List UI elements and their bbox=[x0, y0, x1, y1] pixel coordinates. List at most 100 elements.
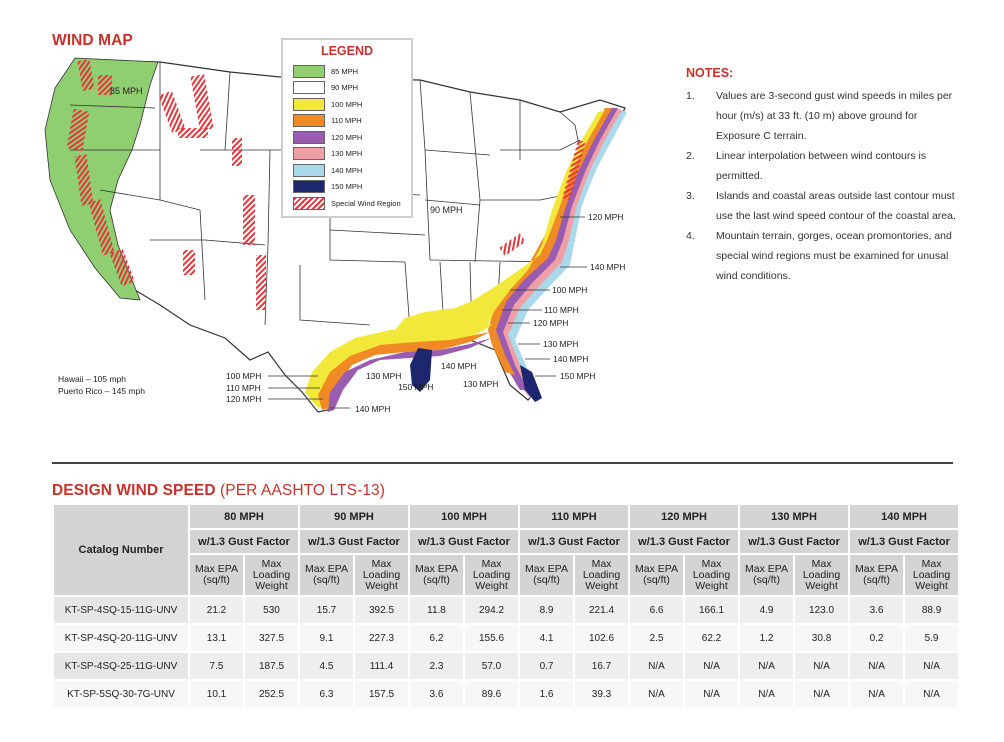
catalog-header: Catalog Number bbox=[52, 503, 190, 597]
weight-header: Max Loading Weight bbox=[353, 553, 410, 597]
table-cell: 252.5 bbox=[243, 679, 300, 709]
epa-header: Max EPA (sq/ft) bbox=[188, 553, 245, 597]
legend-item: 85 MPH bbox=[283, 63, 411, 80]
table-cell: 4.1 bbox=[518, 623, 576, 653]
label-gulf-130b: 130 MPH bbox=[463, 379, 499, 389]
table-cell: 6.6 bbox=[628, 595, 686, 625]
table-cell: 4.5 bbox=[298, 651, 355, 681]
legend-swatch bbox=[293, 81, 325, 95]
label-atlantic-130: 130 MPH bbox=[543, 339, 579, 349]
table-row: KT-SP-4SQ-25-11G-UNV 7.5 187.5 4.5 111.4… bbox=[52, 651, 961, 681]
table-cell: 0.7 bbox=[518, 651, 576, 681]
note-text: Islands and coastal areas outside last c… bbox=[716, 190, 956, 222]
gust-factor-header: w/1.3 Gust Factor bbox=[518, 528, 631, 555]
label-atlantic-110: 110 MPH bbox=[544, 305, 579, 315]
header-row-gust: w/1.3 Gust Factor w/1.3 Gust Factor w/1.… bbox=[53, 528, 961, 555]
legend-title: LEGEND bbox=[320, 44, 374, 58]
legend-swatch bbox=[293, 147, 325, 161]
catalog-number-cell: KT-SP-5SQ-30-7G-UNV bbox=[52, 679, 190, 709]
table-cell: 3.6 bbox=[408, 679, 465, 709]
coastal-wind-bands bbox=[305, 108, 627, 412]
table-cell: 11.8 bbox=[408, 595, 465, 625]
table-cell: 2.5 bbox=[628, 623, 686, 653]
table-row: KT-SP-4SQ-20-11G-UNV 13.1 327.5 9.1 227.… bbox=[52, 623, 961, 653]
legend-item: 140 MPH bbox=[283, 162, 411, 179]
map-legend: LEGEND 85 MPH 90 MPH 100 MPH 110 MPH 120… bbox=[281, 38, 413, 218]
legend-swatch bbox=[293, 97, 325, 111]
legend-item: 130 MPH bbox=[283, 146, 411, 163]
legend-label: 110 MPH bbox=[331, 116, 362, 126]
label-gulf-110: 110 MPH bbox=[226, 383, 261, 393]
note-item: 1. Values are 3-second gust wind speeds i… bbox=[686, 86, 956, 146]
table-row: KT-SP-5SQ-30-7G-UNV 10.1 252.5 6.3 157.5… bbox=[52, 679, 961, 709]
speed-header: 110 MPH bbox=[518, 503, 631, 530]
legend-label: 120 MPH bbox=[331, 132, 363, 142]
label-hawaii: Hawaii – 105 mph bbox=[58, 374, 127, 384]
label-gulf-150: 150 MPH bbox=[398, 382, 434, 392]
table-cell: 16.7 bbox=[573, 651, 631, 681]
table-cell: 392.5 bbox=[353, 595, 410, 625]
epa-header: Max EPA (sq/ft) bbox=[298, 553, 355, 597]
label-atlantic-150: 150 MPH bbox=[560, 371, 596, 381]
speed-header: 100 MPH bbox=[407, 503, 521, 530]
table-cell: N/A bbox=[848, 679, 906, 709]
table-cell: 1.6 bbox=[518, 679, 576, 709]
epa-header: Max EPA (sq/ft) bbox=[738, 553, 796, 597]
table-cell: 9.1 bbox=[298, 623, 355, 653]
label-gulf-140b: 140 MPH bbox=[441, 361, 477, 371]
note-number: 4. bbox=[686, 230, 695, 242]
note-number: 2. bbox=[686, 150, 695, 162]
legend-swatch bbox=[293, 64, 325, 78]
note-item: 2. Linear interpolation between wind cont… bbox=[686, 146, 956, 186]
header-row-columns: Max EPA (sq/ft) Max Loading Weight Max E… bbox=[53, 553, 961, 597]
legend-label: 100 MPH bbox=[331, 99, 363, 109]
legend-swatch bbox=[293, 114, 325, 128]
speed-header: 80 MPH bbox=[188, 503, 300, 530]
table-cell: 327.5 bbox=[243, 623, 300, 653]
weight-header: Max Loading Weight bbox=[903, 553, 961, 597]
table-cell: 30.8 bbox=[793, 623, 851, 653]
table-cell: 62.2 bbox=[683, 623, 741, 653]
legend-label: 150 MPH bbox=[331, 182, 363, 192]
legend-item: 120 MPH bbox=[283, 129, 411, 146]
table-cell: 227.3 bbox=[353, 623, 410, 653]
table-cell: 166.1 bbox=[683, 595, 741, 625]
gust-factor-header: w/1.3 Gust Factor bbox=[407, 528, 521, 555]
design-title-sub: (PER AASHTO LTS-13) bbox=[220, 482, 386, 499]
table-cell: 10.1 bbox=[188, 679, 245, 709]
table-cell: N/A bbox=[738, 651, 796, 681]
table-cell: 5.9 bbox=[903, 623, 961, 653]
table-cell: N/A bbox=[738, 679, 796, 709]
legend-label: 140 MPH bbox=[331, 165, 363, 175]
table-cell: N/A bbox=[848, 651, 906, 681]
gust-factor-header: w/1.3 Gust Factor bbox=[188, 528, 300, 555]
legend-label: 90 MPH bbox=[331, 83, 359, 93]
table-cell: 157.5 bbox=[353, 679, 410, 709]
header-row-speeds: Catalog Number 80 MPH 90 MPH 100 MPH 110… bbox=[52, 503, 961, 597]
table-cell: 6.3 bbox=[298, 679, 355, 709]
table-cell: N/A bbox=[793, 651, 851, 681]
legend-swatch bbox=[293, 130, 325, 144]
table-cell: 0.2 bbox=[848, 623, 906, 653]
legend-item: Special Wind Region bbox=[283, 195, 411, 212]
section-divider bbox=[52, 462, 953, 464]
table-cell: 21.2 bbox=[188, 595, 245, 625]
table-cell: N/A bbox=[793, 679, 851, 709]
legend-swatch bbox=[293, 196, 325, 210]
notes-section: NOTES: 1. Values are 3-second gust wind s… bbox=[686, 66, 956, 286]
table-cell: 1.2 bbox=[738, 623, 796, 653]
label-atlantic-100: 100 MPH bbox=[552, 285, 588, 295]
gust-factor-header: w/1.3 Gust Factor bbox=[298, 528, 410, 555]
gust-factor-header: w/1.3 Gust Factor bbox=[848, 528, 961, 555]
design-wind-speed-table: Catalog Number 80 MPH 90 MPH 100 MPH 110… bbox=[52, 503, 961, 709]
table-cell: 221.4 bbox=[573, 595, 631, 625]
label-gulf-140: 140 MPH bbox=[355, 404, 391, 414]
table-cell: N/A bbox=[903, 679, 961, 709]
table-cell: 13.1 bbox=[188, 623, 245, 653]
table-cell: 57.0 bbox=[462, 651, 521, 681]
table-cell: 2.3 bbox=[408, 651, 465, 681]
table-cell: 530 bbox=[243, 595, 300, 625]
table-cell: 6.2 bbox=[408, 623, 465, 653]
weight-header: Max Loading Weight bbox=[243, 553, 300, 597]
label-atlantic-140: 140 MPH bbox=[590, 262, 626, 272]
